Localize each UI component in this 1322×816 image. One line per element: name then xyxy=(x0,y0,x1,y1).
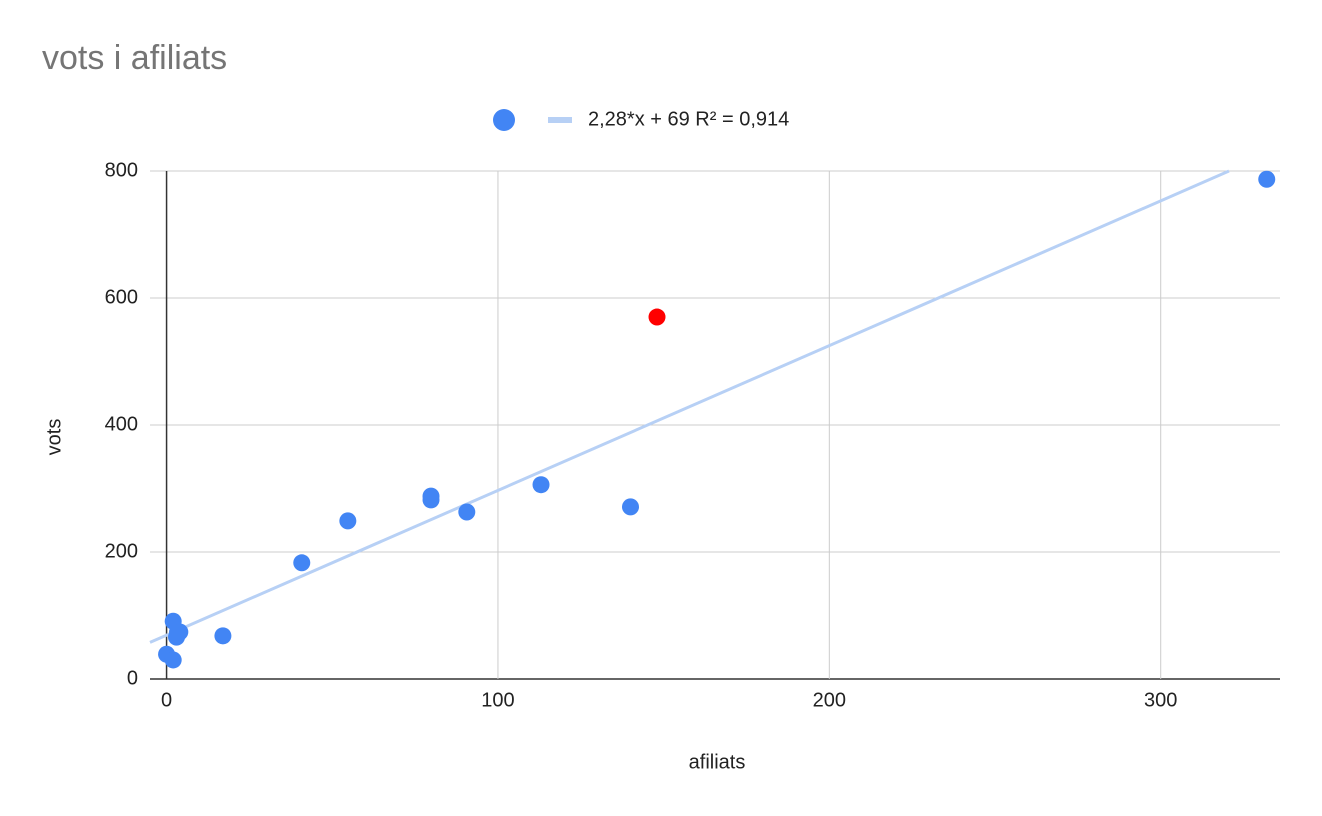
legend-marker xyxy=(493,109,515,131)
x-tick-label: 0 xyxy=(161,689,172,711)
chart-title: vots i afiliats xyxy=(42,39,227,77)
point xyxy=(164,651,182,669)
x-axis-label: afiliats xyxy=(689,751,746,773)
point xyxy=(171,623,189,641)
legend-label: 2,28*x + 69 R² = 0,914 xyxy=(588,108,789,130)
x-tick-label: 300 xyxy=(1144,689,1177,711)
point xyxy=(458,503,476,521)
y-tick-label: 200 xyxy=(105,540,138,562)
point xyxy=(339,512,357,530)
y-tick-label: 600 xyxy=(105,286,138,308)
point xyxy=(1258,170,1276,188)
x-tick-label: 100 xyxy=(481,689,514,711)
point xyxy=(621,498,639,516)
point xyxy=(293,554,311,572)
y-tick-label: 400 xyxy=(105,413,138,435)
x-tick-label: 200 xyxy=(813,689,846,711)
point xyxy=(214,627,232,645)
trendline xyxy=(149,169,1230,644)
point xyxy=(532,476,550,494)
y-axis-label: vots xyxy=(43,419,65,456)
point xyxy=(648,308,666,326)
y-tick-label: 800 xyxy=(105,159,138,181)
point xyxy=(422,491,440,509)
y-tick-label: 0 xyxy=(127,667,138,689)
